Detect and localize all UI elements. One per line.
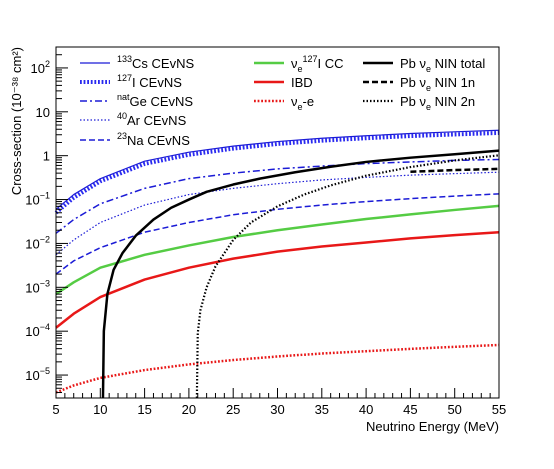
legend-label: 23Na CEvNS [117, 131, 190, 148]
y-tick-label: 10 [36, 105, 50, 120]
y-tick-label: 10−5 [25, 366, 50, 383]
legend-label: 127I CEvNS [117, 73, 182, 90]
x-tick-label: 50 [447, 402, 461, 417]
legend-label: 133Cs CEvNS [117, 54, 194, 71]
x-tick-label: 55 [492, 402, 506, 417]
legend: 133Cs CEvNS 127I CEvNS natGe CEvNS 40Ar CEv… [80, 54, 485, 148]
series-curves [54, 129, 500, 399]
legend-label: natGe CEvNS [117, 92, 193, 109]
x-tick-label: 30 [270, 402, 284, 417]
series-line [55, 129, 500, 210]
legend-label: νe-e [291, 94, 314, 112]
series-line [195, 154, 500, 399]
legend-label: νe127I CC [291, 54, 344, 74]
x-tick-label: 25 [226, 402, 240, 417]
series-line [55, 343, 500, 394]
legend-label: IBD [291, 75, 313, 90]
y-tick-label: 10−2 [25, 234, 50, 251]
y-tick-label: 1 [43, 149, 50, 164]
y-tick-label: 10−1 [25, 191, 50, 208]
axis-ticks [55, 46, 500, 399]
series-line [55, 171, 500, 256]
series-line [55, 230, 500, 329]
legend-label: Pb νe NIN total [400, 56, 485, 74]
x-axis-label: Neutrino Energy (MeV) [366, 419, 499, 434]
series-line [101, 149, 500, 399]
series-line [55, 158, 500, 234]
x-tick-label: 10 [93, 402, 107, 417]
x-tick-label: 40 [359, 402, 373, 417]
series-line [55, 204, 500, 296]
legend-label: Pb νe NIN 1n [400, 75, 475, 93]
x-tick-label: 45 [403, 402, 417, 417]
y-tick-labels: 102 10 1 10−1 10−2 10−3 10−4 10−5 [25, 59, 50, 383]
y-axis-label: Cross-section (10⁻³⁸ cm²) [9, 47, 24, 195]
y-tick-label: 10−4 [25, 322, 50, 339]
x-tick-label: 35 [315, 402, 329, 417]
y-tick-label: 10−3 [25, 278, 50, 295]
x-tick-label: 5 [52, 402, 59, 417]
y-tick-label: 102 [31, 59, 50, 76]
x-tick-label: 15 [137, 402, 151, 417]
x-tick-label: 20 [182, 402, 196, 417]
legend-label: Pb νe NIN 2n [400, 94, 475, 112]
series-line [410, 167, 500, 174]
legend-label: 40Ar CEvNS [117, 111, 187, 128]
series-line [55, 193, 500, 275]
x-tick-labels: 5 10 15 20 25 30 35 40 45 50 55 [52, 402, 506, 417]
